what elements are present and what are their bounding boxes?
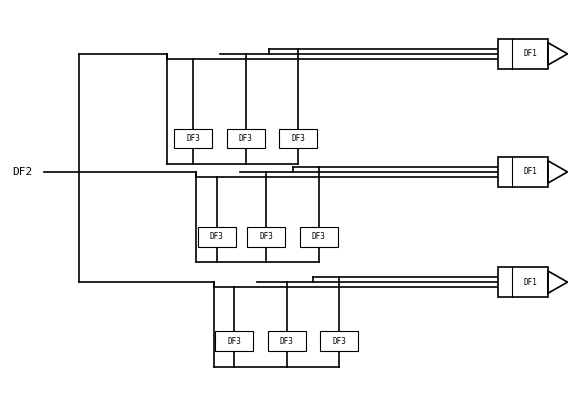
FancyBboxPatch shape bbox=[300, 227, 338, 247]
FancyBboxPatch shape bbox=[174, 129, 212, 148]
Text: DF3: DF3 bbox=[259, 232, 273, 241]
FancyBboxPatch shape bbox=[215, 331, 253, 351]
Text: DF3: DF3 bbox=[187, 134, 200, 143]
Text: DF3: DF3 bbox=[291, 134, 305, 143]
FancyBboxPatch shape bbox=[280, 129, 317, 148]
FancyBboxPatch shape bbox=[498, 39, 548, 69]
FancyBboxPatch shape bbox=[498, 267, 548, 297]
Text: DF1: DF1 bbox=[523, 49, 537, 58]
FancyBboxPatch shape bbox=[227, 129, 265, 148]
Text: DF1: DF1 bbox=[523, 167, 537, 177]
Text: DF3: DF3 bbox=[312, 232, 326, 241]
Text: DF2: DF2 bbox=[12, 167, 33, 177]
Text: DF1: DF1 bbox=[523, 278, 537, 287]
FancyBboxPatch shape bbox=[498, 157, 548, 187]
FancyBboxPatch shape bbox=[268, 331, 305, 351]
Text: DF3: DF3 bbox=[239, 134, 253, 143]
Text: DF3: DF3 bbox=[227, 337, 241, 346]
FancyBboxPatch shape bbox=[320, 331, 358, 351]
Text: DF3: DF3 bbox=[209, 232, 223, 241]
Text: DF3: DF3 bbox=[332, 337, 346, 346]
FancyBboxPatch shape bbox=[247, 227, 285, 247]
FancyBboxPatch shape bbox=[198, 227, 236, 247]
Text: DF3: DF3 bbox=[280, 337, 294, 346]
